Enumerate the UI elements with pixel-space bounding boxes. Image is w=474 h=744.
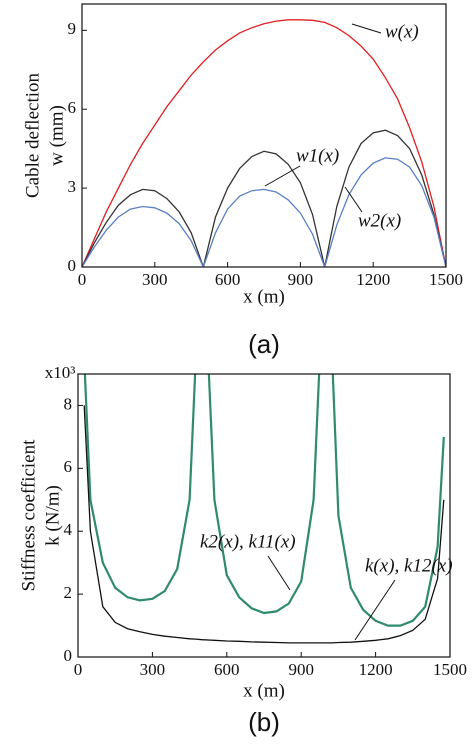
y-tick-label: 6 (64, 457, 73, 476)
x-tick-label: 900 (288, 660, 314, 679)
y-tick-label: 3 (68, 177, 77, 196)
y-axis-label: Stiffness coefficient (18, 439, 39, 592)
y-axis-label: Cable deflection (22, 72, 43, 198)
series-line (82, 157, 446, 267)
chart: 0 300 600 900 1200 1500 0 3 6 9 w(x) w1(x) w2(x) x (m… (22, 3, 463, 359)
x-tick-label: 0 (74, 660, 83, 679)
y-axis-label: k (N/m) (42, 485, 63, 546)
x-tick-label: 900 (288, 270, 314, 289)
series-line (82, 19, 446, 267)
series-line (83, 374, 445, 627)
y-tick-label: 0 (64, 646, 73, 665)
y-tick-label: 8 (64, 394, 73, 413)
x-tick-label: 600 (215, 270, 241, 289)
caption: (b) (248, 707, 280, 737)
label-leader (354, 579, 396, 641)
label-leader (264, 165, 301, 187)
x-tick-label: 1500 (433, 660, 467, 679)
series-label: w(x) (385, 21, 419, 42)
series-label: w2(x) (358, 210, 401, 231)
x-tick-label: 600 (214, 660, 240, 679)
x-tick-label: 1200 (359, 660, 393, 679)
series-label: k2(x), k11(x) (200, 531, 296, 552)
series-line (82, 129, 446, 267)
y-multiplier: x10³ (45, 363, 76, 382)
y-tick-label: 4 (64, 520, 73, 539)
y-tick-label: 2 (64, 583, 73, 602)
caption: (a) (248, 329, 280, 359)
x-axis-label: x (m) (243, 680, 285, 701)
label-leader (351, 23, 382, 34)
label-leader (267, 555, 291, 591)
x-tick-label: 300 (142, 270, 168, 289)
label-leader (344, 186, 363, 213)
y-tick-label: 0 (68, 256, 77, 275)
x-tick-label: 0 (78, 270, 87, 289)
plot-frame (81, 3, 447, 268)
x-tick-label: 300 (140, 660, 166, 679)
series-label: k(x), k12(x) (365, 555, 453, 576)
series-label: w1(x) (296, 145, 339, 166)
series-line (83, 405, 445, 644)
chart: 0 300 600 900 1200 1500 0 2 4 6 8 k2(x), k11(x) k(x)… (18, 363, 467, 737)
plot-frame (77, 373, 451, 658)
x-tick-label: 1200 (356, 270, 390, 289)
y-tick-label: 9 (68, 19, 77, 38)
x-tick-label: 1500 (429, 270, 463, 289)
y-axis-label: w (mm) (46, 105, 67, 166)
x-axis-label: x (m) (243, 286, 285, 307)
y-tick-label: 6 (68, 98, 77, 117)
